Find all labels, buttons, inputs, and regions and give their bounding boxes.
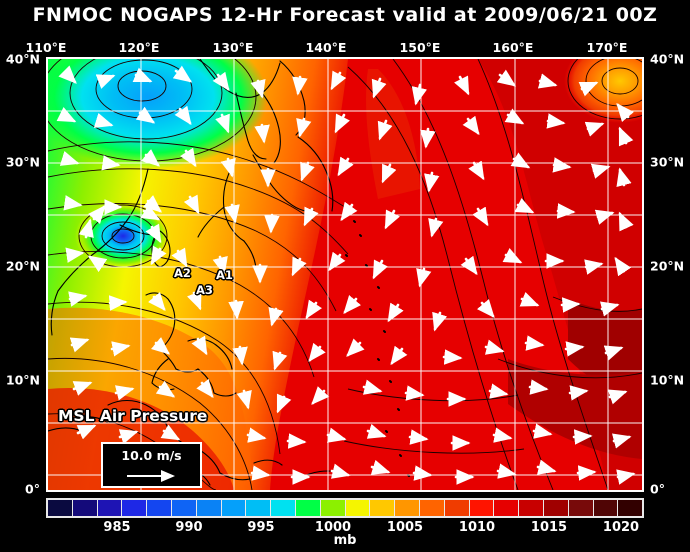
isobar-contours	[48, 59, 642, 490]
lat-tick-right-40n: 40°N	[650, 51, 685, 67]
pressure-field	[48, 59, 642, 490]
page-title: FNMOC NOGAPS 12-Hr Forecast valid at 200…	[32, 4, 658, 26]
colorbar-tick-1005: 1005	[386, 520, 424, 535]
lat-tick-right-20n: 20°N	[650, 258, 685, 274]
colorbar-swatch-20	[543, 500, 569, 516]
colorbar-tick-990: 990	[175, 520, 203, 535]
colorbar-tick-985: 985	[103, 520, 131, 535]
lon-tick-130e: 130°E	[212, 40, 254, 55]
lat-tick-right-0: 0°	[650, 481, 665, 497]
colorbar-swatch-2	[97, 500, 123, 516]
lat-tick-right-10n: 10°N	[650, 372, 685, 388]
colorbar-swatch-15	[419, 500, 445, 516]
colorbar-swatch-3	[122, 500, 148, 516]
colorbar-unit-label: mb	[333, 533, 357, 548]
colorbar-swatch-12	[345, 500, 371, 516]
colorbar-swatch-16	[444, 500, 470, 516]
colorbar-swatch-19	[519, 500, 544, 516]
colorbar-swatch-5	[171, 500, 197, 516]
wind-vector-legend-label: 10.0 m/s	[121, 448, 182, 463]
colorbar-swatch-8	[246, 500, 272, 516]
map-canvas	[48, 59, 642, 490]
colorbar-swatch-23	[618, 500, 643, 516]
lon-tick-140e: 140°E	[305, 40, 347, 55]
lat-tick-right-30n: 30°N	[650, 154, 685, 170]
colorbar-swatch-7	[221, 500, 247, 516]
colorbar-swatch-0	[48, 500, 73, 516]
colorbar-tick-995: 995	[247, 520, 275, 535]
colorbar-swatch-9	[271, 500, 296, 516]
colorbar[interactable]	[46, 498, 644, 518]
lat-tick-left-30n: 30°N	[5, 154, 40, 170]
colorbar-swatch-10	[295, 500, 321, 516]
colorbar-tick-1020: 1020	[602, 520, 640, 535]
colorbar-swatch-22	[593, 500, 619, 516]
colorbar-swatch-1	[72, 500, 98, 516]
lat-tick-left-10n: 10°N	[5, 372, 40, 388]
colorbar-tick-1015: 1015	[530, 520, 568, 535]
colorbar-swatch-11	[320, 500, 346, 516]
lat-tick-left-0: 0°	[25, 481, 40, 497]
lon-tick-170e: 170°E	[586, 40, 628, 55]
lon-tick-110e: 110°E	[25, 40, 67, 55]
lon-tick-160e: 160°E	[492, 40, 534, 55]
colorbar-swatch-14	[395, 500, 420, 516]
colorbar-swatch-13	[370, 500, 396, 516]
forecast-map-plot[interactable]: MSL Air Pressure A1 A2 A3 10.0 m/s	[46, 57, 644, 492]
colorbar-tick-1000: 1000	[314, 520, 352, 535]
lat-tick-left-20n: 20°N	[5, 258, 40, 274]
lon-tick-120e: 120°E	[118, 40, 160, 55]
colorbar-swatch-6	[196, 500, 222, 516]
lat-tick-left-40n: 40°N	[5, 51, 40, 67]
colorbar-swatch-17	[469, 500, 495, 516]
colorbar-swatch-4	[147, 500, 172, 516]
wind-vector-legend-arrow-icon	[127, 470, 175, 482]
wind-vector-legend: 10.0 m/s	[101, 442, 202, 488]
lon-tick-150e: 150°E	[399, 40, 441, 55]
colorbar-swatch-18	[494, 500, 520, 516]
colorbar-tick-1010: 1010	[458, 520, 496, 535]
colorbar-swatch-21	[568, 500, 594, 516]
